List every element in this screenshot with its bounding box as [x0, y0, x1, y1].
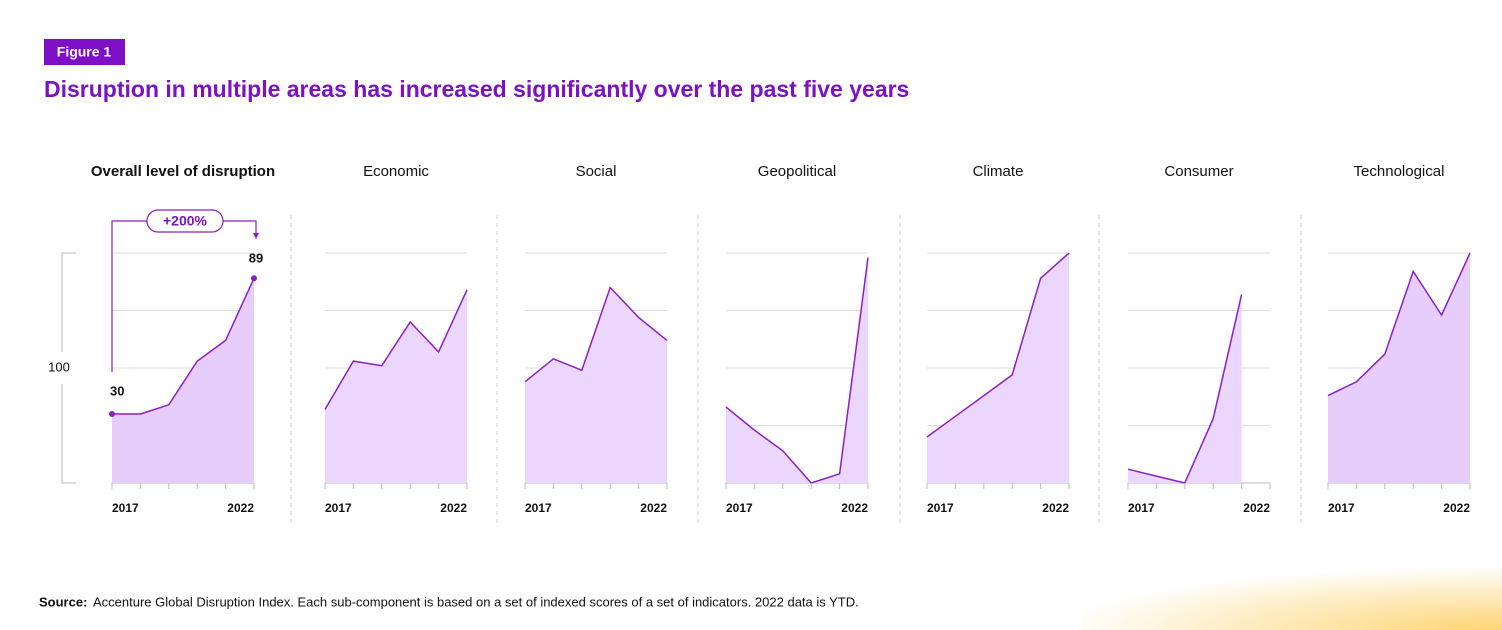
x-tick-label: 2022 — [1042, 501, 1069, 515]
scale-label: 100 — [48, 359, 70, 374]
panel-title: Consumer — [1164, 163, 1233, 180]
x-tick-label: 2022 — [640, 501, 667, 515]
area-fill — [1128, 294, 1242, 483]
x-tick-label: 2017 — [726, 501, 753, 515]
x-tick-label: 2017 — [1328, 501, 1355, 515]
point — [109, 411, 115, 417]
annotation-arrow — [253, 233, 259, 239]
x-tick-label: 2022 — [841, 501, 868, 515]
panel-title: Economic — [363, 163, 429, 180]
annotation: +200% — [163, 213, 208, 229]
x-tick-label: 2017 — [325, 501, 352, 515]
figure-badge — [44, 39, 125, 65]
source-label: Source: — [39, 594, 87, 609]
panel-title: Technological — [1354, 163, 1445, 180]
source-text: Accenture Global Disruption Index. Each … — [93, 594, 859, 609]
panel-title: Overall level of disruption — [91, 163, 275, 180]
area-fill — [1328, 253, 1470, 483]
line — [324, 289, 468, 410]
data-label: 89 — [249, 251, 263, 266]
panel-title: Climate — [973, 163, 1024, 180]
area-fill — [525, 287, 667, 483]
figure-label: Figure 1 — [57, 44, 112, 60]
panel-title: Social — [576, 163, 617, 180]
x-tick-label: 2022 — [227, 501, 254, 515]
panel-title: Geopolitical — [758, 163, 836, 180]
x-tick-label: 2022 — [1243, 501, 1270, 515]
area-fill — [726, 257, 868, 483]
x-tick-label: 2017 — [1128, 501, 1155, 515]
scale-bracket — [61, 252, 76, 484]
figure-title: Disruption in multiple areas has increas… — [44, 76, 909, 102]
point — [251, 275, 257, 282]
line — [725, 257, 869, 484]
background-glow — [1082, 570, 1502, 630]
line — [926, 252, 1070, 438]
x-tick-label: 2022 — [1443, 501, 1470, 515]
line — [1327, 252, 1471, 397]
area-fill — [927, 253, 1069, 483]
x-tick-label: 2017 — [112, 501, 139, 515]
area-fill — [325, 289, 467, 483]
x-tick-label: 2022 — [440, 501, 467, 515]
annotation-pill — [146, 209, 224, 233]
line — [524, 286, 668, 383]
x-tick-label: 2017 — [525, 501, 552, 515]
data-label: 30 — [110, 383, 124, 398]
area-fill — [112, 278, 254, 483]
x-tick-label: 2017 — [927, 501, 954, 515]
line — [112, 277, 255, 415]
